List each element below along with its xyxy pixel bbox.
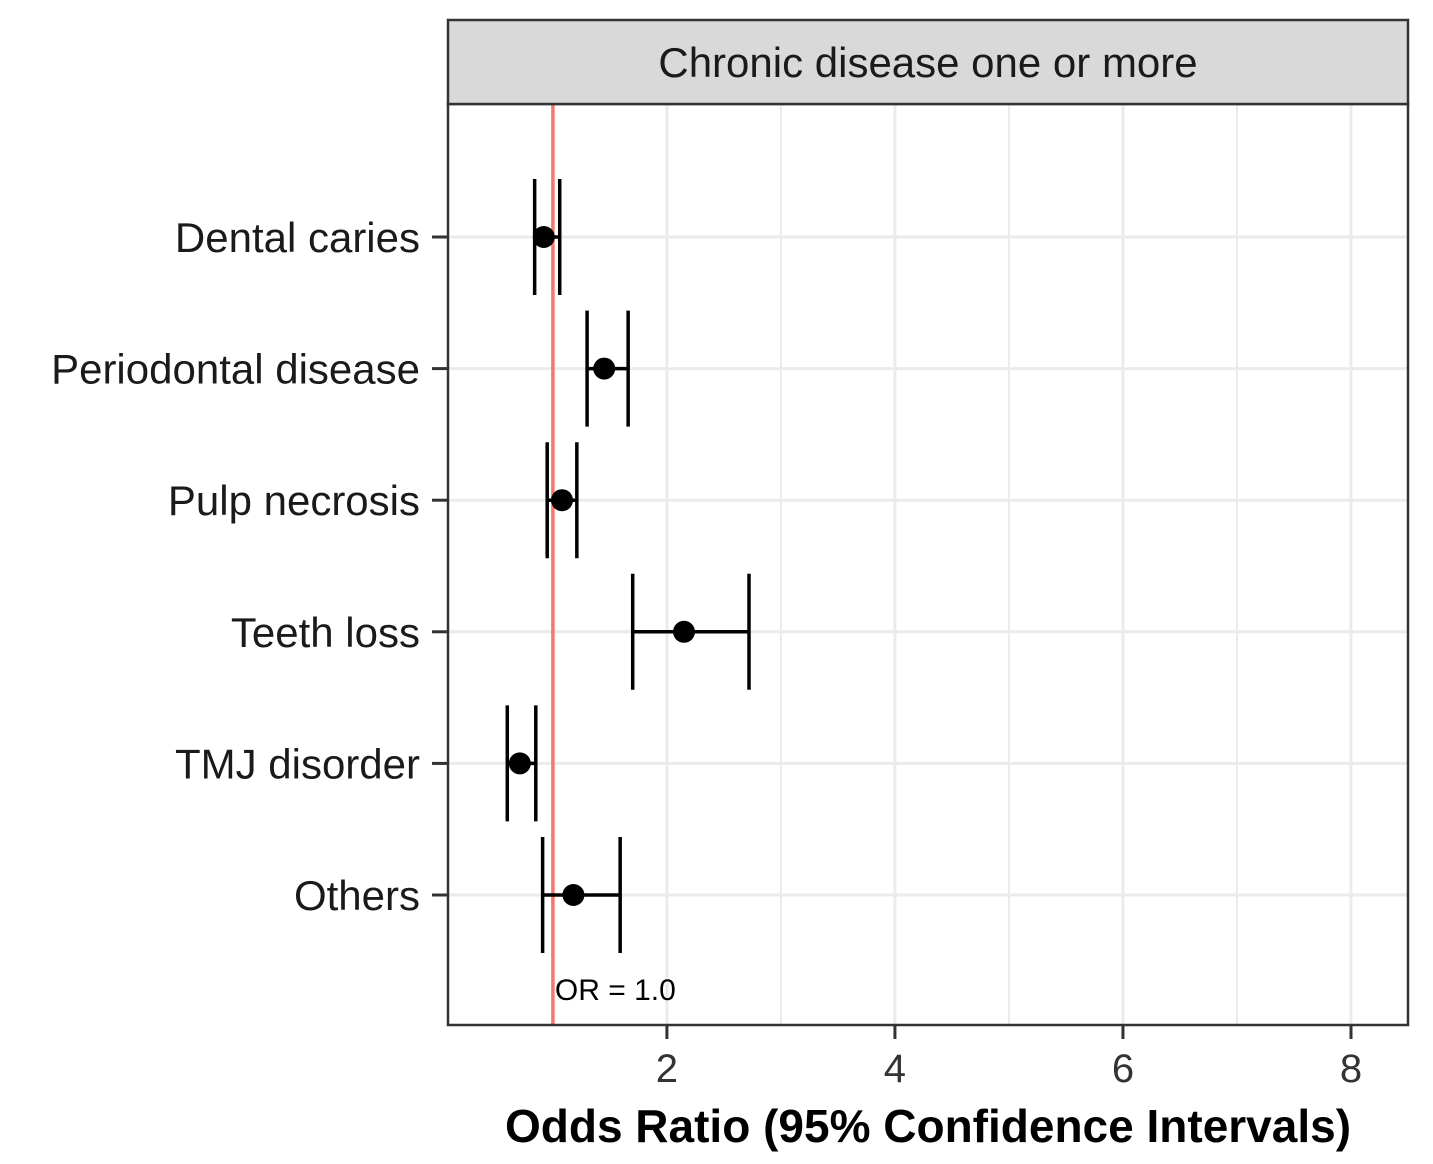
ci-row bbox=[545, 442, 579, 559]
x-tick-label: 4 bbox=[884, 1047, 906, 1091]
reference-line-label: OR = 1.0 bbox=[555, 974, 676, 1007]
ci-row bbox=[585, 310, 630, 427]
estimate-point bbox=[532, 226, 555, 248]
data-marks bbox=[505, 179, 751, 953]
estimate-point bbox=[551, 489, 574, 512]
x-axis: 2 4 6 8 bbox=[656, 1025, 1362, 1091]
facet-strip-background bbox=[446, 18, 1410, 106]
estimate-point bbox=[562, 884, 585, 906]
x-tick-label: 8 bbox=[1340, 1047, 1362, 1091]
category-label: Periodontal disease bbox=[51, 346, 420, 393]
panel-background bbox=[448, 104, 1408, 1025]
category-label: Others bbox=[294, 872, 420, 919]
ci-row bbox=[505, 705, 538, 822]
category-label: Teeth loss bbox=[231, 609, 420, 656]
ci-row bbox=[630, 573, 751, 690]
ci-row bbox=[532, 179, 562, 295]
gridlines bbox=[448, 104, 1408, 1025]
panel-area bbox=[448, 104, 1408, 1025]
ci-row bbox=[540, 837, 622, 953]
estimate-point bbox=[673, 620, 696, 643]
facet-strip: Chronic disease one or more bbox=[446, 18, 1410, 106]
x-axis-title: Odds Ratio (95% Confidence Intervals) bbox=[505, 1100, 1351, 1152]
x-tick-label: 2 bbox=[656, 1047, 678, 1091]
category-label: Pulp necrosis bbox=[168, 477, 420, 524]
x-tick-label: 6 bbox=[1112, 1047, 1134, 1091]
estimate-point bbox=[508, 752, 531, 775]
category-label: Dental caries bbox=[175, 214, 420, 261]
y-axis: Dental caries Periodontal disease Pulp nec… bbox=[51, 214, 448, 919]
facet-title: Chronic disease one or more bbox=[658, 39, 1197, 86]
reference-line-group: OR = 1.0 bbox=[551, 104, 676, 1025]
estimate-point bbox=[593, 357, 616, 380]
category-label: TMJ disorder bbox=[175, 740, 420, 787]
